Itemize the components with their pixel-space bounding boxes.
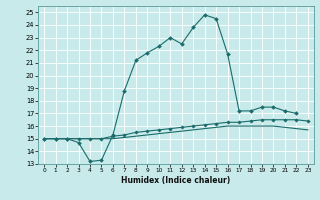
X-axis label: Humidex (Indice chaleur): Humidex (Indice chaleur) [121,176,231,185]
